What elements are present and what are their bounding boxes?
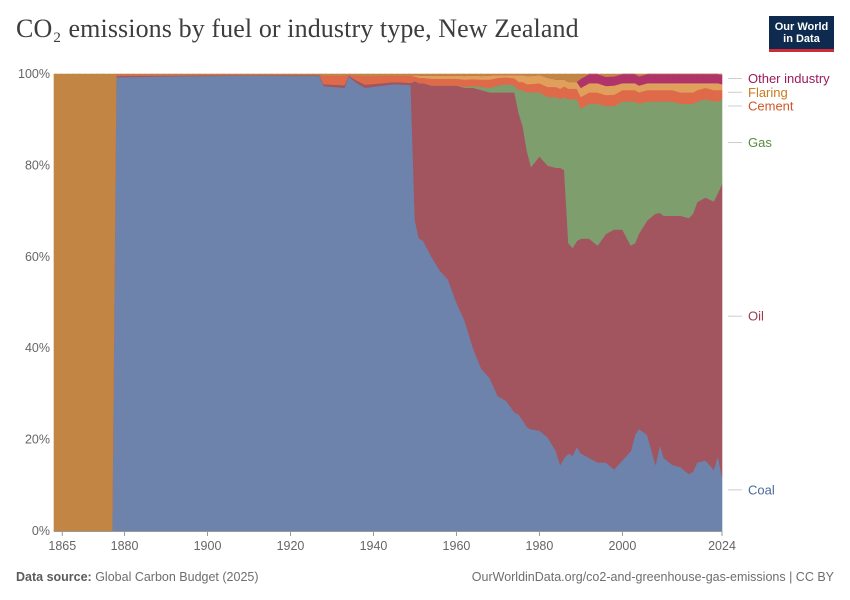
x-tick-label: 1920: [277, 539, 305, 553]
y-tick-label: 80%: [25, 158, 50, 172]
area-other-early-period-: [53, 73, 723, 532]
x-tick-label: 2000: [609, 539, 637, 553]
chart-title: CO2 emissions by fuel or industry type, …: [16, 14, 579, 46]
x-tick-label: 1900: [194, 539, 222, 553]
logo-line-1: Our World: [774, 21, 829, 33]
y-tick-label: 100%: [18, 67, 50, 81]
axes: 1865 1880 1900 1920 1940 1960 1980 2000 2024: [48, 531, 736, 553]
legend-label-other-industry: Other industry: [748, 71, 830, 86]
y-tick-label: 20%: [25, 433, 50, 447]
y-tick-label: 0%: [32, 524, 50, 538]
y-tick-label: 60%: [25, 250, 50, 264]
data-source: Data source: Global Carbon Budget (2025): [16, 570, 259, 584]
x-tick-label: 1880: [111, 539, 139, 553]
logo-line-2: in Data: [783, 33, 820, 45]
source-link[interactable]: OurWorldinData.org/co2-and-greenhouse-ga…: [471, 570, 834, 584]
legend-label-flaring: Flaring: [748, 85, 788, 100]
grid-lines: 0% 20% 40% 60% 80% 100%: [18, 67, 722, 538]
legend-label-oil: Oil: [748, 309, 764, 324]
x-tick-label: 1940: [360, 539, 388, 553]
area-series: [53, 73, 723, 532]
y-tick-label: 40%: [25, 341, 50, 355]
x-tick-label: 1960: [443, 539, 471, 553]
x-tick-label: 1865: [48, 539, 76, 553]
legend-label-gas: Gas: [748, 135, 772, 150]
owid-logo[interactable]: Our World in Data: [769, 16, 834, 52]
x-tick-label: 1980: [526, 539, 554, 553]
legend-label-cement: Cement: [748, 98, 794, 113]
x-tick-label: 2024: [708, 539, 736, 553]
legend-label-coal: Coal: [748, 482, 775, 497]
